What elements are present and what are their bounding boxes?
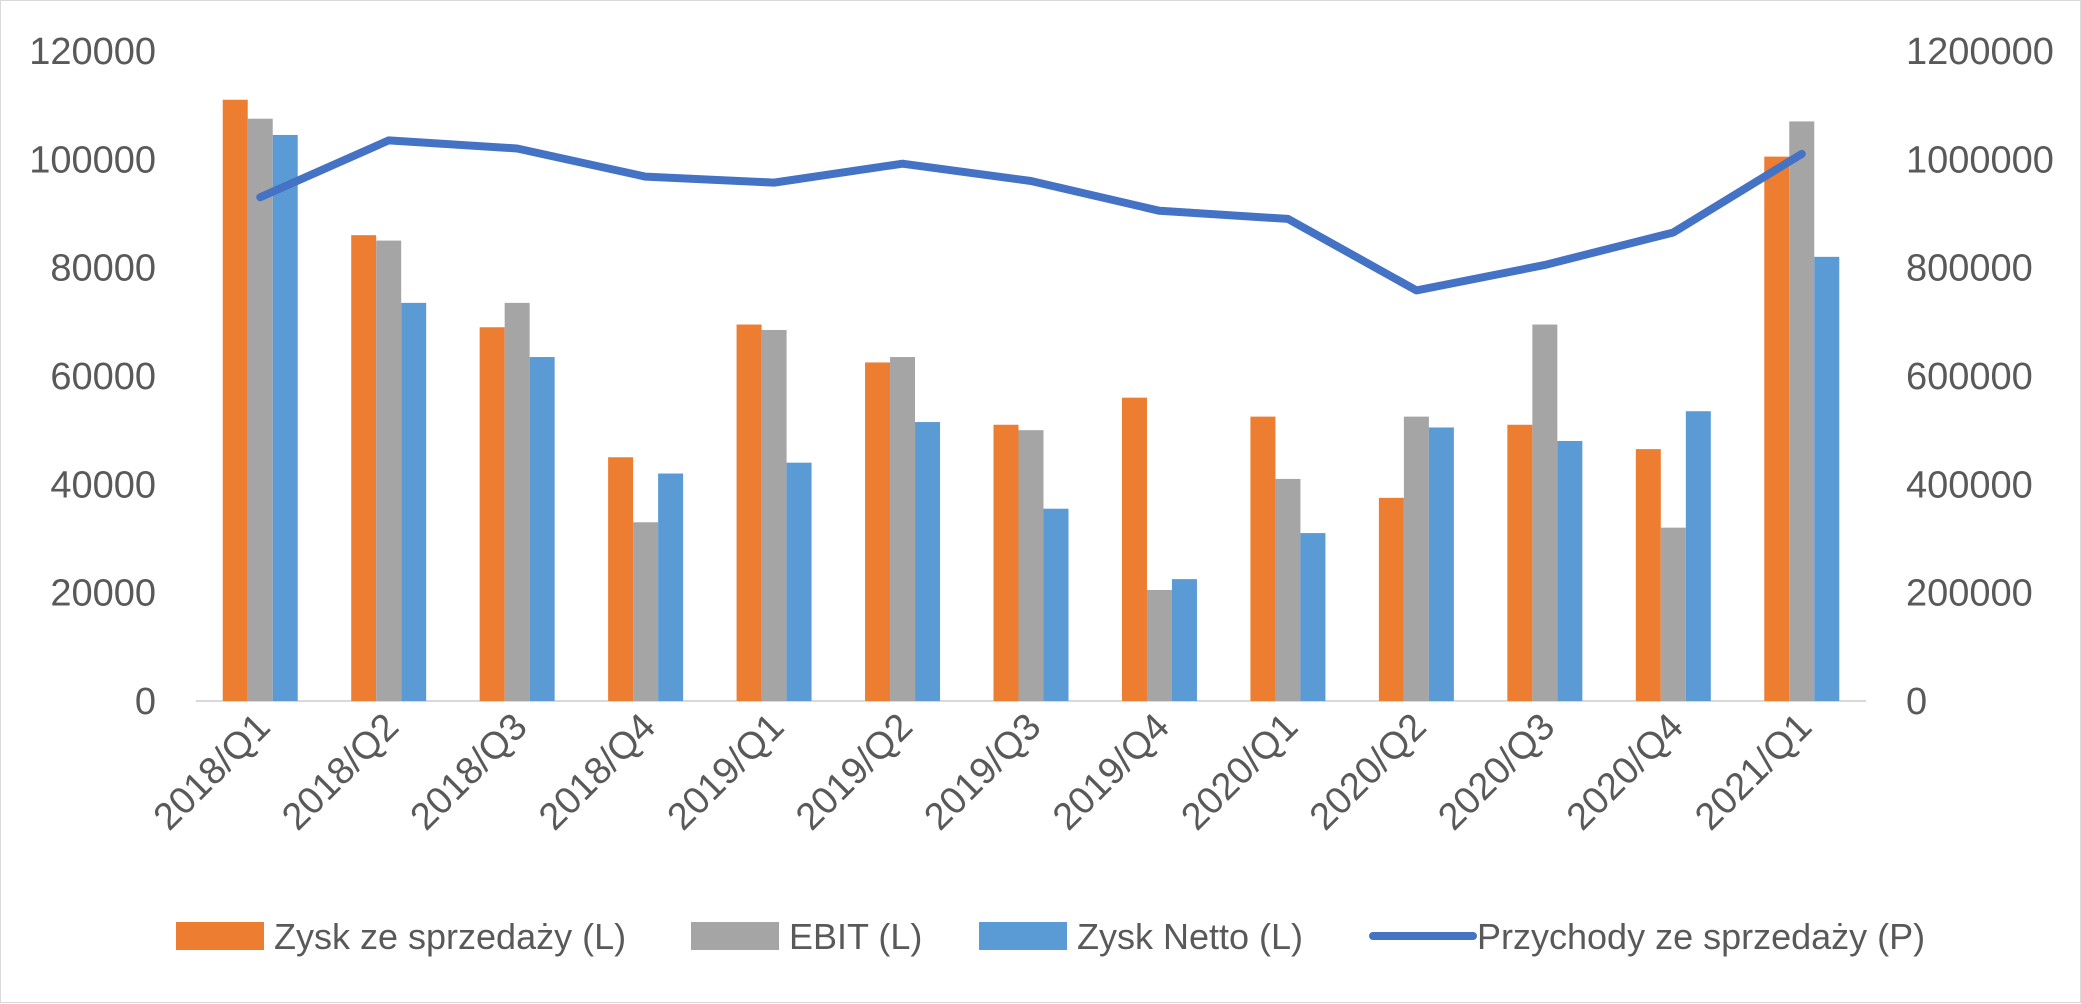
bar <box>1557 441 1582 701</box>
bar <box>1764 157 1789 701</box>
category-label: 2020/Q3 <box>1430 706 1563 839</box>
category-label: 2018/Q4 <box>531 706 664 839</box>
bar <box>376 241 401 701</box>
legend: Zysk ze sprzedaży (L) EBIT (L) Zysk Netto … <box>176 916 1925 957</box>
left-tick-label: 120000 <box>29 31 156 73</box>
legend-label: EBIT (L) <box>789 916 922 957</box>
category-label: 2019/Q3 <box>917 706 1050 839</box>
category-label: 2019/Q2 <box>788 706 921 839</box>
left-tick-label: 20000 <box>50 573 156 615</box>
bar <box>1686 411 1711 701</box>
bar <box>994 425 1019 701</box>
right-tick-label: 0 <box>1906 681 1927 723</box>
legend-swatch <box>691 922 779 950</box>
left-tick-label: 60000 <box>50 356 156 398</box>
bar <box>608 457 633 701</box>
bar <box>1404 417 1429 701</box>
category-label: 2020/Q1 <box>1173 706 1306 839</box>
left-tick-label: 40000 <box>50 464 156 506</box>
bar <box>1122 398 1147 701</box>
category-label: 2021/Q1 <box>1687 706 1820 839</box>
bar <box>658 474 683 702</box>
left-tick-label: 100000 <box>29 139 156 181</box>
bar <box>248 119 273 701</box>
legend-label: Przychody ze sprzedaży (P) <box>1477 916 1925 957</box>
bar <box>1661 528 1686 701</box>
legend-swatch <box>176 922 264 950</box>
bar <box>737 325 762 701</box>
bar <box>273 135 298 701</box>
bar <box>1379 498 1404 701</box>
left-axis: 0 20000 40000 60000 80000 100000 120000 <box>29 31 156 723</box>
category-label: 2019/Q1 <box>660 706 793 839</box>
bar <box>1429 427 1454 701</box>
bar <box>223 100 248 701</box>
right-tick-label: 800000 <box>1906 248 2033 290</box>
bar <box>915 422 940 701</box>
category-label: 2018/Q3 <box>403 706 536 839</box>
bar <box>530 357 555 701</box>
bar <box>1250 417 1275 701</box>
left-tick-label: 0 <box>135 681 156 723</box>
x-axis-labels: 2018/Q12018/Q22018/Q32018/Q42019/Q12019/… <box>146 706 1820 839</box>
right-axis: 0 200000 400000 600000 800000 1000000 1200000 <box>1906 31 2054 723</box>
right-tick-label: 600000 <box>1906 356 2033 398</box>
category-label: 2020/Q4 <box>1559 706 1692 839</box>
legend-label: Zysk ze sprzedaży (L) <box>274 916 626 957</box>
category-label: 2018/Q2 <box>274 706 407 839</box>
bar <box>890 357 915 701</box>
series-line <box>260 140 1802 290</box>
bar <box>762 330 787 701</box>
bar <box>865 362 890 701</box>
bar <box>351 235 376 701</box>
legend-label: Zysk Netto (L) <box>1077 916 1303 957</box>
bar <box>1147 590 1172 701</box>
category-label: 2020/Q2 <box>1302 706 1435 839</box>
bar <box>1044 509 1069 701</box>
line-series-group <box>260 140 1802 290</box>
bar <box>787 463 812 701</box>
bar <box>505 303 530 701</box>
left-tick-label: 80000 <box>50 248 156 290</box>
bar <box>1275 479 1300 701</box>
right-tick-label: 1000000 <box>1906 139 2054 181</box>
legend-swatch <box>979 922 1067 950</box>
bar <box>1532 325 1557 701</box>
right-tick-label: 400000 <box>1906 464 2033 506</box>
bar <box>1814 257 1839 701</box>
category-label: 2018/Q1 <box>146 706 279 839</box>
bar <box>1636 449 1661 701</box>
bar <box>633 522 658 701</box>
right-tick-label: 1200000 <box>1906 31 2054 73</box>
bar <box>1789 121 1814 701</box>
bar <box>480 327 505 701</box>
bar <box>1019 430 1044 701</box>
bar <box>1507 425 1532 701</box>
bars-group <box>223 100 1840 701</box>
right-tick-label: 200000 <box>1906 573 2033 615</box>
bar <box>401 303 426 701</box>
category-label: 2019/Q4 <box>1045 706 1178 839</box>
bar <box>1172 579 1197 701</box>
bar <box>1300 533 1325 701</box>
